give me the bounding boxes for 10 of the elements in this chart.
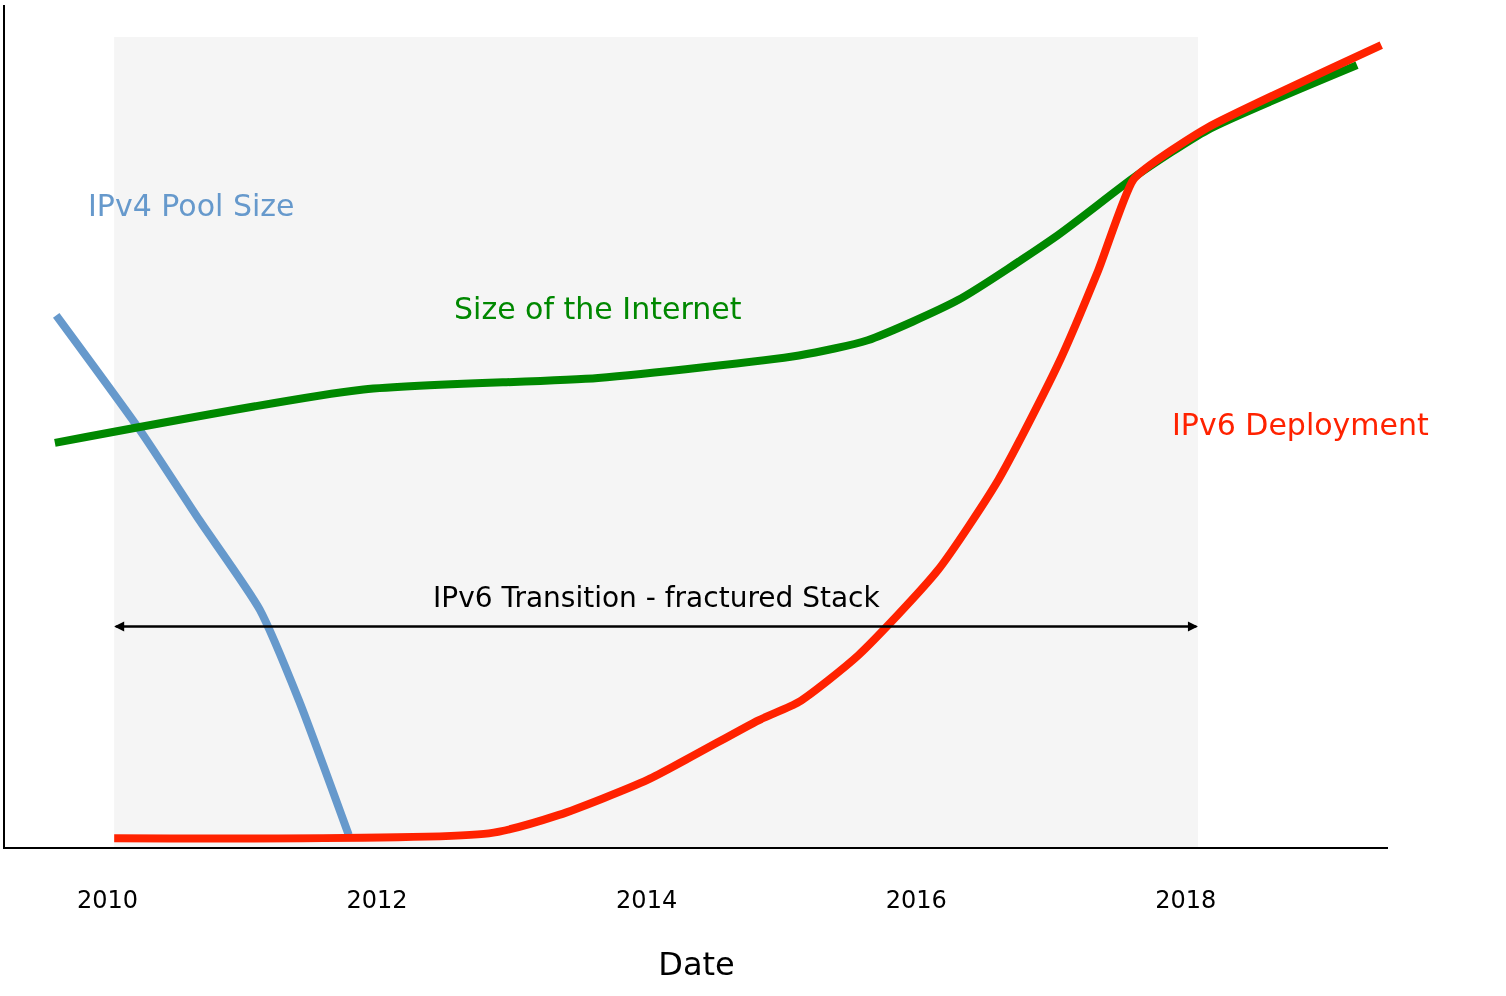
- x-tick-label: 2014: [616, 885, 678, 914]
- x-tick-label: 2016: [885, 885, 947, 914]
- x-tick-label: 2010: [76, 885, 138, 914]
- x-axis-title: Date: [658, 945, 735, 984]
- band-label: IPv6 Transition - fractured Stack: [433, 581, 881, 614]
- text: IPv6 Deployment: [1172, 407, 1430, 442]
- x-tick-label: 2018: [1155, 885, 1217, 914]
- text: IPv4 Pool Size: [88, 188, 295, 223]
- x-tick-label: 2012: [346, 885, 408, 914]
- series-label: Size of the Internet: [454, 291, 742, 326]
